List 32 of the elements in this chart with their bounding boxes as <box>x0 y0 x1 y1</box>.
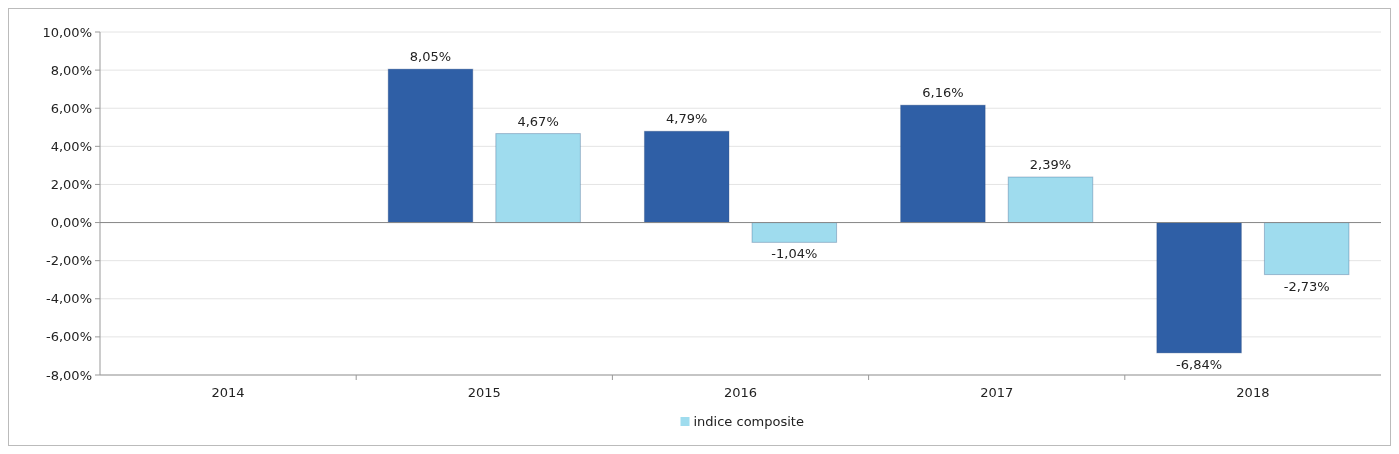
data-label: -2,73% <box>1283 278 1330 294</box>
y-tick-label: -8,00% <box>46 367 92 383</box>
data-label: -6,84% <box>1176 356 1223 372</box>
data-label: 4,67% <box>517 113 559 129</box>
y-tick-label: -6,00% <box>46 329 92 345</box>
bar <box>643 130 730 224</box>
data-label: -1,04% <box>771 246 818 262</box>
x-tick-label: 2017 <box>980 385 1014 400</box>
data-label: 8,05% <box>409 49 452 65</box>
y-tick-label: -2,00% <box>46 253 92 269</box>
y-tick-label: 0,00% <box>50 215 92 231</box>
legend-label: indice composite <box>693 414 804 429</box>
x-tick-label: 2014 <box>211 385 245 400</box>
y-tick-label: 4,00% <box>50 138 92 154</box>
bar <box>495 133 581 224</box>
bar <box>751 222 838 243</box>
data-label: 6,16% <box>922 85 964 101</box>
x-tick-label: 2016 <box>723 385 758 400</box>
bar <box>1156 222 1242 354</box>
x-tick-label: 2015 <box>467 385 501 400</box>
bar <box>1263 222 1350 276</box>
y-tick-label: 2,00% <box>50 176 92 192</box>
bar <box>387 68 474 224</box>
y-tick-label: -4,00% <box>46 291 92 307</box>
bar <box>900 104 986 224</box>
y-tick-label: 6,00% <box>50 100 92 116</box>
y-tick-label: 10,00% <box>42 24 92 40</box>
bar <box>1007 176 1094 224</box>
data-label: 2,39% <box>1029 157 1072 173</box>
data-label: 4,79% <box>666 111 708 127</box>
y-tick-label: 8,00% <box>50 62 92 78</box>
x-tick-label: 2018 <box>1236 385 1270 400</box>
